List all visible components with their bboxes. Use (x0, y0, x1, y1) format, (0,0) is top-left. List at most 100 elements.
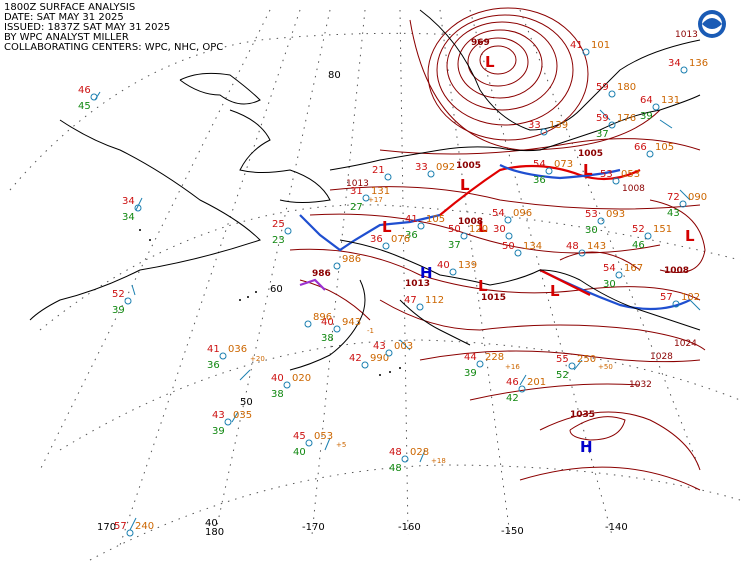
station-plot: 33 139 (528, 120, 568, 136)
station-temperature: 57 (114, 521, 127, 532)
pressure-centers: L 969 L 1005 L 1005 L 1008 L 1015 L 1008… (312, 38, 695, 456)
station-plot: 21 (372, 165, 392, 181)
station-circle (361, 361, 369, 369)
low-center: L 1005 (578, 149, 603, 179)
station-temperature: 66 (634, 142, 647, 153)
station-plot: 53 30 093 (585, 209, 625, 236)
station-plot: 896 (304, 312, 332, 328)
station-circle (582, 48, 590, 56)
station-pressure: 105 (426, 214, 445, 225)
isobar-label: 1032 (629, 380, 652, 390)
station-dewpoint: 39 (112, 305, 125, 316)
station-pressure: 143 (587, 241, 606, 252)
station-circle (126, 529, 134, 537)
station-temperature: 52 (112, 289, 125, 300)
station-temperature: 46 (78, 85, 91, 96)
station-pressure: 139 (458, 260, 477, 271)
station-pressure: 003 (394, 341, 413, 352)
tendency-label: +50 (598, 363, 613, 371)
station-dewpoint: 39 (640, 111, 653, 122)
station-plot: 54 36 073 (533, 159, 573, 186)
analysis-issued: ISSUED: 1837Z SAT MAY 31 2025 (4, 22, 171, 33)
station-temperature: 48 (389, 447, 402, 458)
station-pressure: 228 (485, 352, 504, 363)
station-circle (219, 352, 227, 360)
station-pressure: 139 (549, 120, 568, 131)
low-label: L (460, 176, 470, 194)
station-dewpoint: 38 (271, 389, 284, 400)
station-temperature: 50 (448, 224, 461, 235)
low-label: L (478, 218, 488, 236)
station-pressure: 240 (135, 521, 154, 532)
high-center: H 1013 (405, 264, 433, 289)
station-circle (427, 170, 435, 178)
station-plot: 42 990 (349, 353, 389, 369)
lon-label-170: 170 (97, 522, 116, 533)
station-circle (680, 66, 688, 74)
station-temperature: 55 (556, 354, 569, 365)
low-pressure-value: 969 (471, 38, 490, 48)
station-circle (646, 150, 654, 158)
station-plot: 48 143 (566, 241, 606, 257)
low-center: L 1008 (458, 217, 488, 236)
lat-label-60: 60 (270, 284, 283, 295)
lat-label-50: 50 (240, 397, 253, 408)
station-plot: 59 37 176 (596, 113, 636, 140)
station-dewpoint: 36 (207, 360, 220, 371)
lon-label-m140: -140 (605, 522, 628, 533)
station-circle (672, 300, 680, 308)
low-label: L (382, 218, 392, 236)
station-plot: 40 38 943 (321, 317, 361, 344)
station-dewpoint: 34 (122, 212, 135, 223)
analysis-analyst: BY WPC ANALYST MILLER (4, 32, 129, 43)
station-temperature: 41 (207, 344, 220, 355)
station-pressure: 020 (292, 373, 311, 384)
lat-label-40: 40 (205, 518, 218, 529)
analysis-centers: COLLABORATING CENTERS: WPC, NHC, OPC (4, 42, 224, 53)
station-circle (608, 90, 616, 98)
isobar-label: 1024 (674, 339, 697, 349)
station-pressure: 053 (621, 169, 640, 180)
station-temperature: 42 (349, 353, 362, 364)
station-pressure: 112 (425, 295, 444, 306)
station-plot: 33 092 (415, 162, 455, 178)
low-center: L (550, 282, 560, 300)
station-dewpoint: 43 (667, 208, 680, 219)
station-pressure: 101 (591, 40, 610, 51)
station-circle (449, 268, 457, 276)
station-circle (283, 381, 291, 389)
station-plot: 54 30 167 (603, 263, 643, 290)
station-plot: 43 003 (373, 341, 413, 357)
station-plot: 48 48 028 (389, 447, 429, 474)
low-center: L 1008 (664, 227, 695, 276)
station-plot: 46 42 201 (506, 377, 546, 404)
station-circle (384, 173, 392, 181)
station-dewpoint: 40 (293, 447, 306, 458)
analysis-date: DATE: SAT MAY 31 2025 (4, 12, 124, 23)
station-temperature: 48 (566, 241, 579, 252)
isobars (289, 7, 706, 491)
station-circle (505, 232, 513, 240)
lon-label-180: 180 (205, 527, 224, 538)
station-pressure: 028 (410, 447, 429, 458)
station-circle (518, 385, 526, 393)
station-plot: 41 101 (570, 40, 610, 56)
station-plot: 986 (333, 254, 361, 270)
fronts (299, 164, 691, 311)
station-temperature: 43 (212, 410, 225, 421)
station-circle (652, 103, 660, 111)
station-circle (460, 232, 468, 240)
station-temperature: 40 (321, 317, 334, 328)
station-dewpoint: 30 (603, 279, 616, 290)
tendency-label: -1 (367, 327, 374, 335)
station-circle (597, 217, 605, 225)
station-pressure: 180 (617, 82, 636, 93)
station-plot: 52 46 151 (632, 224, 672, 251)
low-label: L (550, 282, 560, 300)
station-plot: 31 27 131 (350, 186, 390, 213)
station-plot: 40 38 020 (271, 373, 311, 400)
station-temperature: 53 (600, 169, 613, 180)
